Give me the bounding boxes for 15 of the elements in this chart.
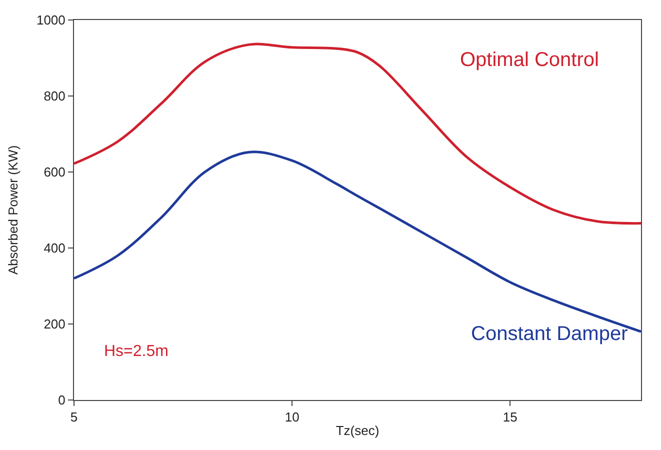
- y-axis-title: Absorbed Power (KW): [5, 145, 20, 275]
- series-label: Constant Damper: [471, 323, 628, 345]
- x-tick-label: 10: [284, 410, 300, 425]
- x-tick-label: 5: [70, 410, 78, 425]
- y-tick-label: 1000: [36, 12, 66, 28]
- x-tick-label: 15: [502, 410, 518, 425]
- x-axis-title: Tz(sec): [336, 423, 380, 438]
- line-series: [74, 42, 641, 225]
- y-tick-label: 800: [44, 88, 66, 104]
- text: Optimal Control: [460, 49, 599, 71]
- annotation: Hs=2.5m: [104, 343, 168, 360]
- y-tick-label: 400: [44, 240, 66, 256]
- y-tick-label: 200: [44, 316, 66, 332]
- y-tick-label: 0: [58, 392, 66, 408]
- y-tick-label: 600: [44, 164, 66, 180]
